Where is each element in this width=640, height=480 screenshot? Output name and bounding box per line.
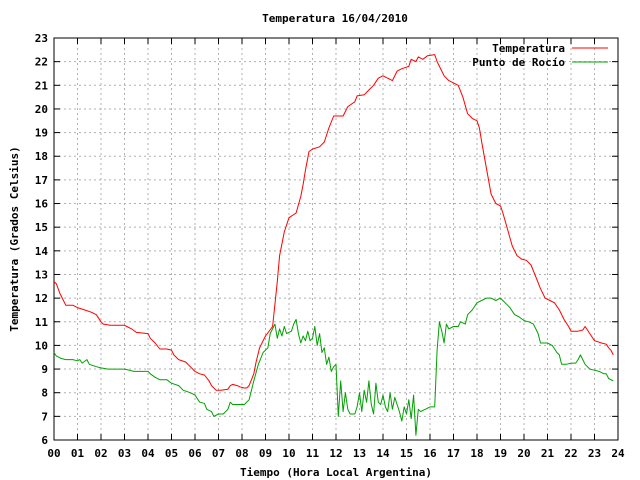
x-tick-label: 12	[329, 447, 342, 460]
x-tick-label: 20	[517, 447, 530, 460]
y-tick-label: 13	[35, 268, 48, 281]
y-tick-label: 14	[35, 245, 49, 258]
x-tick-label: 06	[188, 447, 202, 460]
series-line-punto-de-rocio	[53, 297, 614, 436]
x-tick-label: 11	[306, 447, 320, 460]
y-tick-label: 7	[41, 410, 48, 423]
x-tick-label: 07	[212, 447, 225, 460]
x-tick-label: 03	[118, 447, 131, 460]
y-tick-label: 23	[35, 32, 48, 45]
y-tick-label: 22	[35, 56, 48, 69]
y-tick-label: 8	[41, 387, 48, 400]
x-tick-label: 13	[353, 447, 366, 460]
y-tick-label: 20	[35, 103, 48, 116]
legend-label: Punto de Rocío	[472, 56, 565, 69]
y-tick-label: 12	[35, 292, 48, 305]
series-lines	[53, 54, 614, 436]
x-tick-label: 22	[564, 447, 577, 460]
x-tick-label: 24	[611, 447, 625, 460]
x-tick-label: 09	[259, 447, 272, 460]
axis-ticks: 00 01 02 03 04 05 06 07 08 09 10 11 12 13 14 15 16 17 18 19…	[35, 32, 625, 460]
chart-title: Temperatura 16/04/2010	[262, 12, 408, 25]
x-tick-label: 04	[141, 447, 155, 460]
y-tick-label: 19	[35, 127, 48, 140]
x-tick-label: 15	[400, 447, 413, 460]
y-tick-label: 9	[41, 363, 48, 376]
legend-label: Temperatura	[492, 42, 565, 55]
x-tick-label: 16	[423, 447, 437, 460]
y-tick-label: 17	[35, 174, 48, 187]
x-tick-label: 19	[494, 447, 507, 460]
y-axis-label: Temperatura (Grados Celsius)	[8, 146, 21, 331]
y-tick-label: 21	[35, 79, 49, 92]
x-tick-label: 05	[165, 447, 178, 460]
x-tick-label: 00	[47, 447, 60, 460]
x-tick-label: 17	[447, 447, 460, 460]
x-tick-label: 10	[282, 447, 295, 460]
x-tick-label: 01	[71, 447, 85, 460]
y-tick-label: 6	[41, 434, 48, 447]
x-tick-label: 02	[94, 447, 107, 460]
y-tick-label: 15	[35, 221, 48, 234]
grid	[54, 38, 618, 440]
x-tick-label: 23	[588, 447, 601, 460]
series-line-temperatura	[53, 54, 614, 391]
y-tick-label: 16	[35, 198, 49, 211]
y-tick-label: 11	[35, 316, 49, 329]
x-tick-label: 18	[470, 447, 483, 460]
x-tick-label: 21	[541, 447, 555, 460]
y-tick-label: 10	[35, 339, 48, 352]
x-tick-label: 08	[235, 447, 248, 460]
y-tick-label: 18	[35, 150, 48, 163]
x-tick-label: 14	[376, 447, 390, 460]
x-axis-label: Tiempo (Hora Local Argentina)	[240, 466, 432, 479]
